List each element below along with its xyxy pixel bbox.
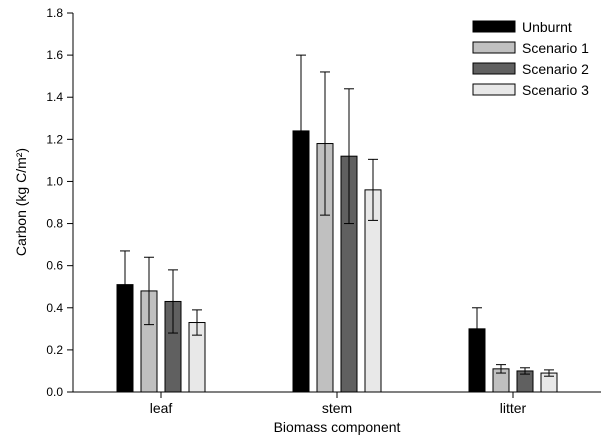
error-bar — [320, 71, 330, 216]
error-bar — [368, 158, 378, 221]
legend: Unburnt Scenario 1 Scenario 2 Scenario 3 — [472, 19, 589, 98]
error-bar — [192, 309, 202, 336]
error-bar — [496, 364, 506, 374]
x-tick-label: leaf — [150, 400, 173, 416]
y-ticks: 0.0 0.2 0.4 0.6 0.8 1.0 1.2 1.4 1.6 1.8 — [46, 6, 73, 399]
legend-label: Scenario 3 — [522, 82, 589, 98]
legend-swatch — [472, 83, 516, 96]
error-bar — [344, 88, 354, 225]
y-tick-label: 1.2 — [46, 132, 63, 146]
legend-swatch — [472, 41, 516, 54]
y-tick-label: 1.0 — [46, 174, 63, 188]
y-tick-label: 0.0 — [46, 385, 63, 399]
bars — [116, 130, 558, 393]
x-tick-label: stem — [322, 400, 352, 416]
y-tick-label: 1.4 — [46, 90, 63, 104]
y-tick-label: 0.2 — [46, 343, 63, 357]
y-axis-title: Carbon (kg C/m²) — [13, 148, 29, 256]
legend-swatch — [472, 62, 516, 75]
error-bars — [120, 54, 554, 377]
y-tick-label: 1.6 — [46, 48, 63, 62]
error-bar — [520, 367, 530, 375]
legend-swatch — [472, 20, 516, 33]
legend-label: Scenario 1 — [522, 40, 589, 56]
y-tick-label: 1.8 — [46, 6, 63, 20]
x-axis-title: Biomass component — [274, 419, 401, 435]
y-tick-label: 0.6 — [46, 259, 63, 273]
legend-label: Scenario 2 — [522, 61, 589, 77]
error-bar — [544, 369, 554, 377]
x-ticks: leaf stem litter — [150, 392, 527, 416]
y-tick-label: 0.8 — [46, 217, 63, 231]
error-bar — [296, 54, 306, 208]
error-bar — [472, 307, 482, 351]
x-tick-label: litter — [500, 400, 527, 416]
legend-label: Unburnt — [522, 19, 572, 35]
error-bar — [144, 256, 154, 326]
y-tick-label: 0.4 — [46, 301, 63, 315]
error-bar — [168, 269, 178, 334]
error-bar — [120, 250, 130, 319]
